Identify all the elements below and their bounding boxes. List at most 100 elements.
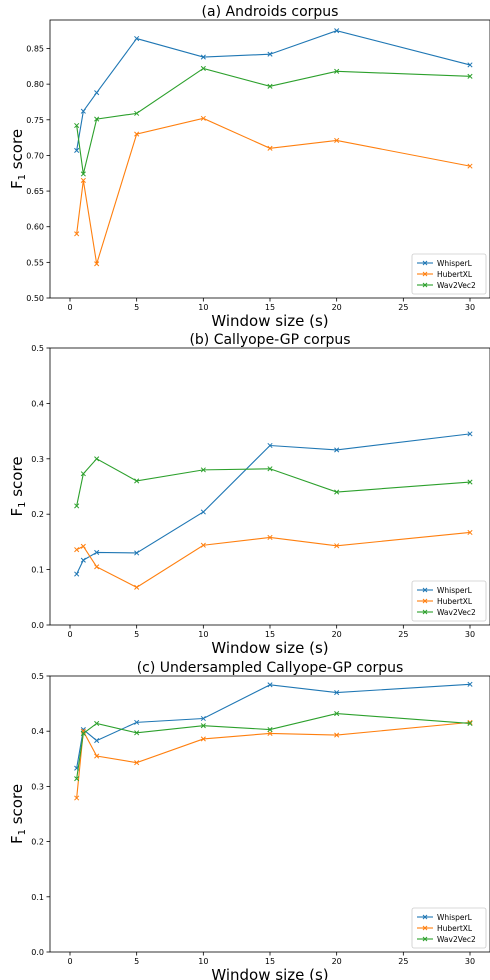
y-tick-label: 0.65 bbox=[26, 187, 44, 196]
legend-marker bbox=[422, 609, 428, 615]
data-point bbox=[267, 145, 273, 151]
y-tick-label: 0.0 bbox=[31, 621, 44, 630]
data-point bbox=[74, 795, 80, 801]
y-tick-label: 0.55 bbox=[26, 258, 44, 267]
data-point bbox=[94, 549, 100, 555]
x-axis-label: Window size (s) bbox=[211, 966, 328, 980]
x-tick-label: 30 bbox=[465, 957, 475, 966]
y-tick-label: 0.70 bbox=[26, 151, 44, 160]
x-tick-label: 10 bbox=[198, 957, 208, 966]
chart-panel-1: (a) Androids corpus 0 5 10 15 20 25 30 0.50 0.55 0… bbox=[8, 4, 490, 330]
legend-label: WhisperL bbox=[437, 913, 473, 922]
data-point bbox=[334, 690, 340, 696]
data-point bbox=[467, 62, 473, 68]
data-point bbox=[80, 471, 86, 477]
x-tick-label: 20 bbox=[332, 630, 342, 639]
x-tick-label: 25 bbox=[398, 957, 408, 966]
data-point bbox=[467, 720, 473, 727]
series-hubertxl bbox=[74, 529, 473, 590]
y-tick-label: 0.5 bbox=[31, 344, 44, 353]
legend-marker bbox=[422, 936, 428, 942]
y-tick-label: 0.4 bbox=[31, 727, 44, 736]
series-whisperl bbox=[74, 28, 473, 153]
series-hubertxl bbox=[74, 115, 473, 267]
series-line bbox=[76, 67, 471, 175]
series-line bbox=[76, 117, 471, 264]
series-whisperl bbox=[74, 431, 473, 577]
legend-label: WhisperL bbox=[437, 586, 473, 595]
legend-marker bbox=[422, 260, 428, 266]
y-tick-label: 0.1 bbox=[31, 566, 44, 575]
data-point bbox=[467, 163, 473, 169]
data-point bbox=[200, 115, 206, 121]
chart-panel-3: (c) Undersampled Callyope-GP corpus 0 5 10 1… bbox=[8, 660, 490, 980]
data-point bbox=[94, 116, 100, 122]
data-point bbox=[200, 509, 206, 515]
y-tick-label: 0.1 bbox=[31, 893, 44, 902]
legend-label: WhisperL bbox=[437, 259, 473, 268]
y-tick-label: 0.0 bbox=[31, 948, 44, 957]
x-tick-label: 20 bbox=[332, 957, 342, 966]
data-point bbox=[80, 557, 86, 563]
series-line bbox=[76, 458, 471, 507]
legend-label: HubertXL bbox=[437, 270, 473, 279]
data-point bbox=[80, 543, 86, 549]
data-point bbox=[134, 110, 140, 116]
data-point bbox=[134, 478, 140, 484]
legend-marker bbox=[422, 282, 428, 288]
data-point bbox=[94, 720, 100, 727]
series-wav2vec2 bbox=[74, 456, 473, 509]
y-tick-label: 0.2 bbox=[31, 838, 44, 847]
x-tick-label: 15 bbox=[265, 957, 275, 966]
data-point bbox=[334, 543, 340, 549]
x-tick-label: 0 bbox=[67, 303, 72, 312]
data-point bbox=[134, 719, 140, 725]
x-tick-label: 5 bbox=[134, 630, 139, 639]
legend-box bbox=[411, 253, 487, 295]
data-point bbox=[200, 54, 206, 60]
data-point bbox=[467, 529, 473, 536]
data-point bbox=[267, 83, 273, 89]
x-tick-label: 5 bbox=[134, 303, 139, 312]
legend-marker bbox=[422, 598, 428, 604]
legend-marker bbox=[422, 587, 428, 593]
legend-label: Wav2Vec2 bbox=[437, 608, 476, 617]
data-point bbox=[334, 447, 340, 453]
data-point bbox=[74, 147, 80, 153]
x-tick-label: 20 bbox=[332, 303, 342, 312]
y-axis-label: F1 score bbox=[8, 456, 28, 516]
y-tick-label: 0.3 bbox=[31, 455, 44, 464]
data-point bbox=[200, 715, 206, 722]
y-tick-label: 0.2 bbox=[31, 510, 44, 519]
data-point bbox=[267, 534, 273, 541]
data-point bbox=[334, 732, 340, 738]
data-point bbox=[80, 177, 86, 183]
data-point bbox=[334, 68, 340, 74]
y-tick-label: 0.4 bbox=[31, 399, 44, 408]
data-point bbox=[267, 726, 273, 733]
data-point bbox=[334, 137, 340, 144]
y-tick-label: 0.80 bbox=[26, 80, 44, 89]
data-point bbox=[134, 550, 140, 556]
data-point bbox=[94, 90, 100, 96]
legend-marker bbox=[422, 925, 428, 931]
x-tick-label: 15 bbox=[265, 630, 275, 639]
y-axis-label: F1 score bbox=[8, 129, 28, 189]
x-tick-label: 30 bbox=[465, 303, 475, 312]
data-point bbox=[80, 730, 86, 736]
legend-label: HubertXL bbox=[437, 597, 473, 606]
data-point bbox=[200, 467, 206, 473]
data-point bbox=[94, 261, 100, 267]
legend-label: HubertXL bbox=[437, 924, 473, 933]
y-tick-label: 0.75 bbox=[26, 116, 44, 125]
y-tick-label: 0.5 bbox=[31, 672, 44, 681]
data-point bbox=[94, 738, 100, 744]
legend-marker bbox=[422, 914, 428, 920]
legend-box bbox=[411, 907, 487, 949]
legend-label: Wav2Vec2 bbox=[437, 935, 476, 944]
x-tick-label: 10 bbox=[198, 630, 208, 639]
data-point bbox=[200, 65, 206, 72]
data-point bbox=[74, 122, 80, 129]
series-wav2vec2 bbox=[74, 65, 473, 177]
